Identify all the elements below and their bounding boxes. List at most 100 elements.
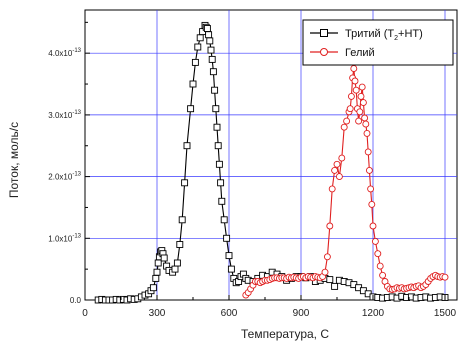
tritium-point <box>160 254 168 262</box>
tritium-point <box>152 274 160 282</box>
y-axis-title: Поток, моль/с <box>7 122 21 198</box>
y-tick-label: 0.0 <box>70 296 82 305</box>
tritium-point <box>215 160 223 168</box>
tritium-point <box>208 55 216 63</box>
series-helium <box>242 65 449 299</box>
helium-point <box>357 92 365 100</box>
helium-point <box>351 77 359 85</box>
helium-point <box>379 271 387 279</box>
tritium-point <box>187 105 195 113</box>
y-tick-mantissa: 0.0 <box>70 296 82 305</box>
legend-tritium-label-sub: 2 <box>394 35 398 42</box>
y-tick-exponent: -13 <box>72 48 81 54</box>
tritium-point <box>153 268 161 276</box>
helium-point <box>346 105 354 113</box>
tritium-point <box>209 68 217 76</box>
helium-point <box>361 114 369 122</box>
tritium-point <box>217 179 225 187</box>
helium-point <box>352 86 360 94</box>
tritium-point <box>191 58 199 66</box>
helium-point <box>369 222 377 230</box>
y-tick-mantissa: 3.0x10 <box>48 111 73 120</box>
helium-point <box>340 123 348 131</box>
tritium-point <box>213 123 221 131</box>
helium-point <box>333 160 341 168</box>
legend-helium-marker <box>320 48 328 56</box>
y-tick-exponent: -13 <box>72 172 81 178</box>
helium-point <box>347 92 355 100</box>
tritium-point <box>205 31 213 39</box>
x-tick-label: 0 <box>82 308 88 319</box>
helium-point <box>365 166 373 174</box>
x-tick-label: 300 <box>149 308 166 319</box>
y-tick-mantissa: 1.0x10 <box>48 234 73 243</box>
y-tick-label: 2.0x10-13 <box>48 172 81 182</box>
tritium-point <box>331 282 339 290</box>
tritium-point <box>176 241 184 248</box>
helium-point <box>441 273 449 281</box>
y-tick-exponent: -13 <box>72 233 81 239</box>
helium-point <box>374 250 382 258</box>
tritium-point <box>149 284 157 292</box>
helium-point <box>367 185 375 193</box>
tritium-point <box>211 86 219 94</box>
legend-entry-helium: Гелий <box>310 47 375 59</box>
tritium-point <box>326 276 334 284</box>
y-tick-label: 1.0x10-13 <box>48 233 81 243</box>
helium-point <box>364 148 372 156</box>
tritium-point <box>225 252 233 260</box>
tritium-point <box>178 216 186 224</box>
legend-tritium-label-pre: Тритий (T <box>345 28 394 40</box>
tritium-point <box>227 265 235 273</box>
tritium-point <box>212 105 220 113</box>
tritium-point <box>173 259 181 267</box>
series-layer <box>94 21 449 304</box>
x-tick-label: 600 <box>221 308 238 319</box>
helium-point <box>371 237 379 245</box>
y-tick-exponent: -13 <box>72 110 81 116</box>
tritium-point <box>218 197 226 205</box>
x-tick-label: 1500 <box>434 308 457 319</box>
helium-point <box>338 154 346 162</box>
ticks-layer: 0 300 600 900 1200 15000.01.0x10-132.0x10-133… <box>48 21 457 319</box>
tritium-point <box>207 46 215 54</box>
legend: Тритий (T2+HT) Гелий <box>302 19 454 66</box>
helium-point <box>358 83 366 91</box>
helium-point <box>326 222 334 230</box>
tritium-point <box>196 34 204 42</box>
helium-point <box>355 117 363 125</box>
helium-point <box>328 185 336 193</box>
tritium-point <box>206 37 214 45</box>
y-tick-mantissa: 4.0x10 <box>48 49 73 58</box>
legend-tritium-marker <box>320 29 328 37</box>
tritium-point <box>189 80 197 88</box>
helium-point <box>359 99 367 107</box>
helium-point <box>321 268 329 276</box>
helium-point <box>356 108 364 116</box>
tritium-point <box>154 259 162 267</box>
helium-point <box>323 253 331 261</box>
helium-point <box>376 262 384 270</box>
x-tick-label: 1200 <box>362 308 385 319</box>
tritium-point <box>220 216 228 224</box>
legend-helium-label: Гелий <box>345 47 375 59</box>
legend-entry-tritium: Тритий (T2+HT) <box>310 28 423 42</box>
legend-tritium-label: Тритий (T2+HT) <box>345 28 423 42</box>
y-tick-label: 4.0x10-13 <box>48 48 81 58</box>
helium-point <box>335 173 343 181</box>
tritium-point <box>194 43 202 51</box>
helium-point <box>343 117 351 125</box>
tritium-point <box>181 179 189 187</box>
x-tick-label: 900 <box>293 308 310 319</box>
legend-box <box>302 19 454 66</box>
x-axis-title: Температура, С <box>241 327 329 341</box>
helium-point <box>350 65 358 73</box>
helium-point <box>362 120 370 128</box>
y-tick-label: 3.0x10-13 <box>48 110 81 120</box>
tritium-point <box>203 25 211 32</box>
helium-point <box>363 129 371 137</box>
legend-tritium-label-post: +HT) <box>398 28 423 40</box>
tritium-point <box>183 142 191 150</box>
helium-point <box>368 200 376 208</box>
